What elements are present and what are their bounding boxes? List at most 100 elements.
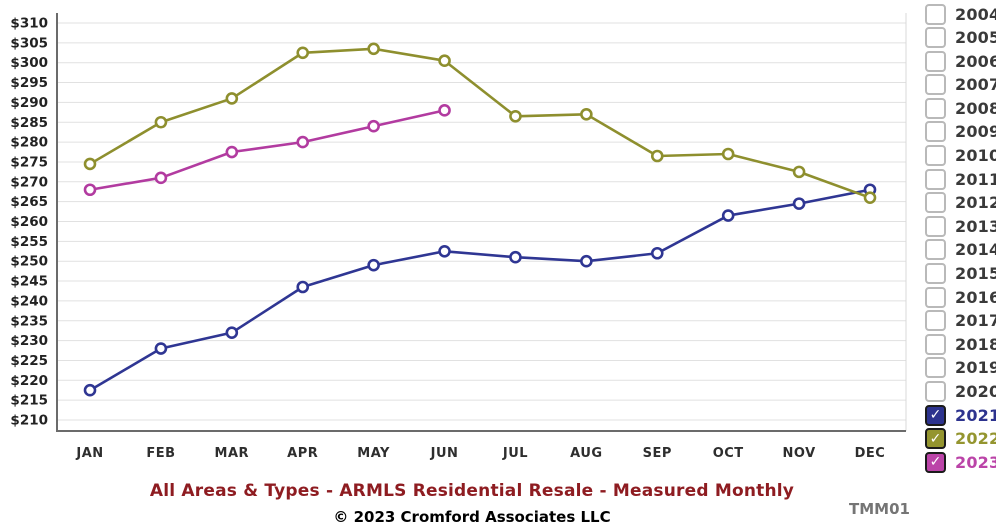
year-checkbox-2008[interactable] <box>925 97 946 119</box>
x-tick-label: FEB <box>146 446 175 461</box>
data-point-2022 <box>367 42 380 56</box>
legend-year-row-2004[interactable]: 2004 <box>925 3 996 25</box>
legend-year-row-2009[interactable]: 2009 <box>925 121 996 143</box>
data-point-2021 <box>367 258 380 272</box>
y-tick-label: $250 <box>10 254 48 270</box>
data-point-2021 <box>83 383 97 397</box>
data-point-2021 <box>580 254 593 268</box>
legend-year-row-2010[interactable]: 2010 <box>925 145 996 167</box>
legend-year-row-2016[interactable]: 2016 <box>925 286 996 308</box>
y-tick-label: $285 <box>10 115 48 131</box>
legend-year-row-2019[interactable]: 2019 <box>925 357 996 379</box>
data-point-2021 <box>225 326 239 339</box>
year-checkbox-2017[interactable] <box>925 310 946 332</box>
x-tick-label: JAN <box>75 446 103 461</box>
legend-year-row-2021[interactable]: ✓ 2021 <box>925 404 996 426</box>
year-checkbox-2006[interactable] <box>925 50 946 72</box>
legend-year-row-2022[interactable]: ✓ 2022 <box>925 428 996 450</box>
x-tick-label: APR <box>287 446 318 461</box>
legend-year-row-2023[interactable]: ✓ 2023 <box>925 451 996 473</box>
year-checkbox-2015[interactable] <box>925 263 946 285</box>
y-tick-label: $245 <box>10 274 48 290</box>
x-tick-label: OCT <box>713 446 744 461</box>
y-tick-label: $295 <box>10 75 48 91</box>
data-point-2023 <box>83 183 97 197</box>
y-tick-label: $220 <box>10 373 48 389</box>
y-tick-label: $210 <box>10 413 48 429</box>
y-tick-label: $300 <box>10 55 48 71</box>
legend-year-row-2015[interactable]: 2015 <box>925 263 996 285</box>
year-label: 2021 <box>955 405 996 425</box>
year-checkbox-2014[interactable] <box>925 239 946 261</box>
x-tick-label: NOV <box>783 446 816 461</box>
year-label: 2007 <box>955 75 996 95</box>
legend-year-row-2014[interactable]: 2014 <box>925 239 996 261</box>
year-checkbox-2013[interactable] <box>925 215 946 237</box>
year-label: 2015 <box>955 264 996 284</box>
data-point-2022 <box>650 149 664 163</box>
year-checkbox-2011[interactable] <box>925 168 946 190</box>
y-tick-label: $305 <box>10 35 48 51</box>
year-label: 2005 <box>955 28 996 48</box>
legend-year-row-2011[interactable]: 2011 <box>925 168 996 190</box>
year-label: 2011 <box>955 169 996 189</box>
data-point-2021 <box>509 250 522 264</box>
series-line-2021 <box>88 188 872 392</box>
year-checkbox-2023[interactable]: ✓ <box>925 451 946 473</box>
legend-year-row-2008[interactable]: 2008 <box>925 97 996 119</box>
y-tick-label: $290 <box>10 95 48 111</box>
x-tick-label: JUL <box>502 446 528 461</box>
y-tick-label: $265 <box>10 194 48 210</box>
year-checkbox-2016[interactable] <box>925 286 946 308</box>
y-tick-label: $260 <box>10 214 48 230</box>
data-point-2022 <box>580 108 593 121</box>
series-line-2023 <box>88 109 446 192</box>
data-point-2023 <box>154 171 168 185</box>
legend-year-row-2013[interactable]: 2013 <box>925 215 996 237</box>
data-point-2022 <box>296 46 310 60</box>
legend-year-row-2012[interactable]: 2012 <box>925 192 996 214</box>
year-checkbox-2019[interactable] <box>925 357 946 379</box>
x-tick-label: AUG <box>570 446 602 461</box>
year-label: 2023 <box>955 452 996 472</box>
legend-year-row-2020[interactable]: 2020 <box>925 381 996 403</box>
year-label: 2010 <box>955 146 996 166</box>
y-tick-label: $280 <box>10 135 48 151</box>
y-tick-label: $270 <box>10 174 48 190</box>
y-tick-label: $235 <box>10 313 48 329</box>
series-line-2022 <box>88 47 872 199</box>
year-checkbox-2022[interactable]: ✓ <box>925 428 946 450</box>
legend-year-row-2007[interactable]: 2007 <box>925 74 996 96</box>
year-label: 2022 <box>955 429 996 449</box>
legend-year-row-2017[interactable]: 2017 <box>925 310 996 332</box>
legend-year-row-2006[interactable]: 2006 <box>925 50 996 72</box>
chart-title: All Areas & Types - ARMLS Residential Re… <box>149 481 795 501</box>
year-checkbox-2021[interactable]: ✓ <box>925 404 946 426</box>
y-tick-label: $310 <box>10 16 48 32</box>
year-label: 2019 <box>955 358 996 378</box>
year-label: 2009 <box>955 122 996 142</box>
data-point-2023 <box>367 119 380 133</box>
year-checkbox-2007[interactable] <box>925 74 946 96</box>
data-point-2022 <box>83 157 97 171</box>
year-checkbox-2012[interactable] <box>925 192 946 214</box>
legend-year-row-2005[interactable]: 2005 <box>925 27 996 49</box>
year-checkbox-2004[interactable] <box>925 3 946 25</box>
data-point-2022 <box>509 109 522 123</box>
year-checkbox-2005[interactable] <box>925 27 946 49</box>
data-point-2021 <box>792 197 806 210</box>
year-label: 2018 <box>955 334 996 354</box>
year-checkbox-2018[interactable] <box>925 333 946 355</box>
price-line-chart: $310 $305 $300 $295 $290 $285 $280 $275 $270 $265… <box>10 13 907 461</box>
data-point-2022 <box>863 191 877 204</box>
year-checkbox-2010[interactable] <box>925 145 946 167</box>
year-checkbox-2009[interactable] <box>925 121 946 143</box>
y-tick-label: $255 <box>10 234 48 250</box>
year-label: 2020 <box>955 382 996 401</box>
y-tick-label: $215 <box>10 393 48 409</box>
data-point-2022 <box>438 54 451 68</box>
legend-year-row-2018[interactable]: 2018 <box>925 333 996 355</box>
year-checkbox-2020[interactable] <box>925 381 946 402</box>
x-tick-label: MAY <box>357 446 390 461</box>
